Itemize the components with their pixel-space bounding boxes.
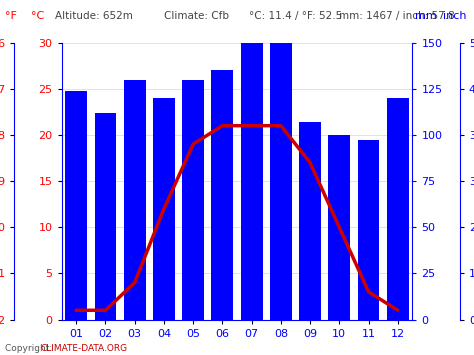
Bar xyxy=(299,122,321,320)
Text: mm: mm xyxy=(415,11,437,21)
Text: Climate: Cfb: Climate: Cfb xyxy=(164,11,228,21)
Text: Copyright:: Copyright: xyxy=(5,344,55,353)
Bar xyxy=(124,80,146,320)
Bar xyxy=(387,98,409,320)
Bar xyxy=(270,43,292,320)
Bar xyxy=(65,91,87,320)
Bar xyxy=(94,113,117,320)
Bar xyxy=(182,80,204,320)
Bar xyxy=(153,98,175,320)
Bar xyxy=(211,70,233,320)
Text: °C: 11.4 / °F: 52.5: °C: 11.4 / °F: 52.5 xyxy=(249,11,342,21)
Text: mm: 1467 / inch: 57.8: mm: 1467 / inch: 57.8 xyxy=(339,11,455,21)
Text: inch: inch xyxy=(443,11,467,21)
Text: °C: °C xyxy=(31,11,44,21)
Text: Altitude: 652m: Altitude: 652m xyxy=(55,11,132,21)
Text: CLIMATE-DATA.ORG: CLIMATE-DATA.ORG xyxy=(40,344,128,353)
Text: °F: °F xyxy=(5,11,17,21)
Bar xyxy=(241,43,263,320)
Bar xyxy=(357,141,380,320)
Bar xyxy=(328,135,350,320)
